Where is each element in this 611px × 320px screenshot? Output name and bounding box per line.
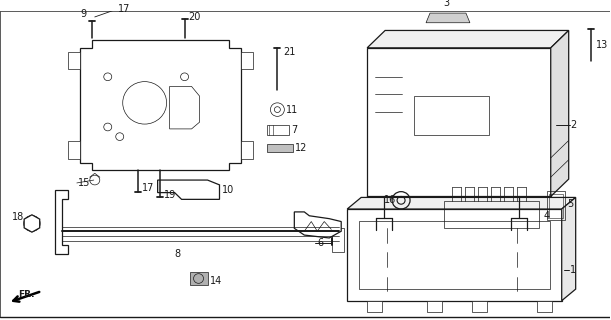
Polygon shape (537, 301, 552, 312)
Text: 6: 6 (317, 238, 323, 248)
Text: 17: 17 (142, 183, 154, 193)
Text: 18: 18 (12, 212, 24, 222)
Polygon shape (80, 40, 241, 171)
Text: 7: 7 (291, 125, 298, 135)
Text: 15: 15 (78, 178, 90, 188)
Text: 21: 21 (284, 47, 296, 57)
Text: 9: 9 (81, 9, 87, 19)
Polygon shape (347, 209, 562, 301)
Text: 4: 4 (544, 211, 550, 221)
Bar (189, 272, 208, 285)
Text: 13: 13 (596, 40, 608, 50)
Polygon shape (241, 141, 254, 159)
Polygon shape (472, 301, 487, 312)
Polygon shape (562, 197, 576, 301)
Polygon shape (551, 30, 569, 196)
Bar (414, 96, 489, 135)
Polygon shape (24, 215, 40, 232)
Text: 19: 19 (164, 189, 176, 200)
Polygon shape (68, 141, 80, 159)
Text: 8: 8 (175, 249, 181, 260)
Polygon shape (68, 52, 80, 69)
Text: 20: 20 (189, 12, 201, 22)
Text: 11: 11 (287, 105, 299, 115)
Polygon shape (367, 301, 382, 312)
Text: 3: 3 (443, 0, 449, 8)
Bar (547, 191, 565, 220)
Polygon shape (170, 86, 200, 129)
Text: FR.: FR. (18, 291, 34, 300)
Text: 14: 14 (210, 276, 222, 286)
Polygon shape (367, 48, 551, 196)
Polygon shape (332, 228, 344, 252)
Text: 10: 10 (222, 185, 234, 195)
Polygon shape (367, 30, 569, 48)
Text: 2: 2 (571, 120, 577, 130)
Bar (549, 194, 563, 218)
Polygon shape (158, 180, 219, 199)
Polygon shape (241, 52, 254, 69)
Polygon shape (347, 197, 576, 209)
Text: 16: 16 (384, 195, 397, 205)
Text: 5: 5 (566, 199, 573, 209)
Text: 12: 12 (295, 143, 308, 153)
Bar (444, 201, 539, 228)
Polygon shape (295, 212, 341, 238)
Bar (268, 144, 293, 152)
Polygon shape (55, 190, 68, 254)
Polygon shape (426, 13, 470, 23)
Text: 1: 1 (569, 265, 576, 275)
Text: 17: 17 (118, 4, 130, 14)
Bar (268, 125, 290, 135)
Bar (359, 220, 550, 289)
Polygon shape (427, 301, 442, 312)
